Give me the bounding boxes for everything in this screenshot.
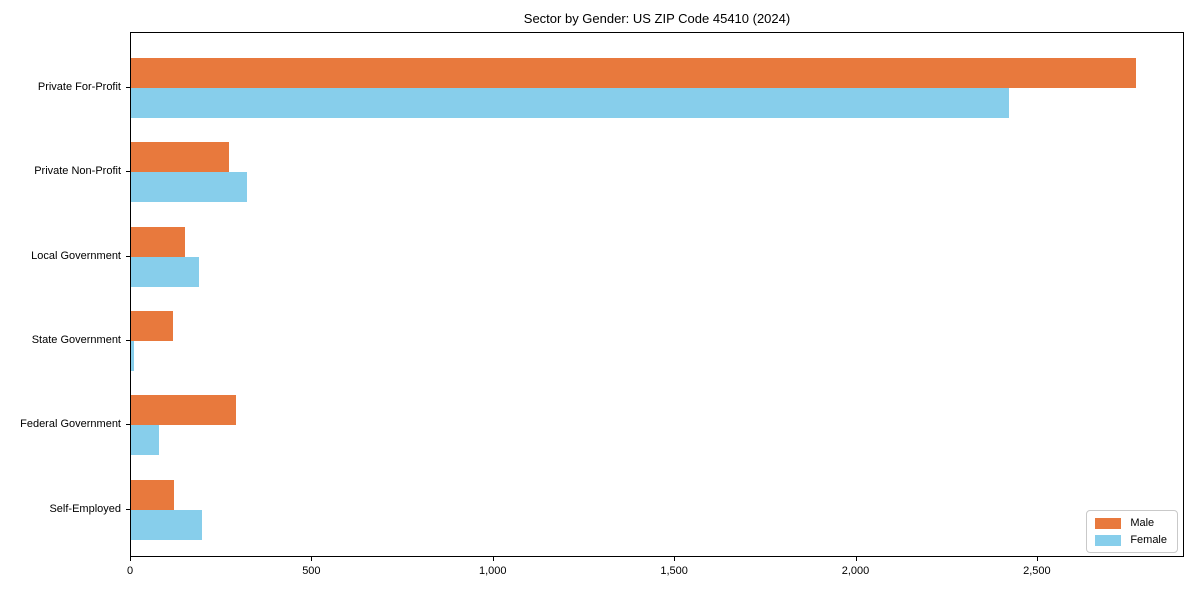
legend-swatch-male (1095, 517, 1122, 529)
x-tick-label-1000: 1,000 (478, 565, 507, 577)
bar-male-state-government (131, 310, 173, 341)
legend-label-male: Male (1130, 517, 1155, 529)
legend-entry-male: Male (1095, 517, 1167, 529)
chart-title: Sector by Gender: US ZIP Code 45410 (202… (523, 11, 791, 26)
y-tick-state-government (126, 339, 130, 341)
bar-male-federal-government (131, 395, 237, 426)
legend-swatch-female (1095, 534, 1122, 546)
legend-label-female: Female (1130, 534, 1167, 546)
y-tick-label-private-for-profit: Private For-Profit (37, 81, 121, 93)
x-tick-0 (130, 557, 131, 561)
bar-female-self-employed (131, 509, 202, 540)
bar-female-state-government (131, 340, 134, 371)
x-tick-1000 (492, 557, 494, 561)
y-tick-label-private-non-profit: Private Non-Profit (34, 165, 121, 178)
bar-female-local-government (131, 256, 200, 287)
x-tick-500 (311, 557, 313, 561)
x-tick-1500 (674, 557, 676, 561)
bar-female-private-non-profit (131, 172, 248, 203)
x-tick-2500 (1036, 557, 1038, 561)
x-axis: 0 500 1,000 1,500 2,000 2,500 (127, 557, 1184, 597)
x-tick-label-500: 500 (302, 565, 321, 577)
x-tick-label-2000: 2,000 (841, 565, 870, 577)
x-tick-label-0: 0 (126, 565, 134, 577)
bar-female-private-for-profit (131, 88, 1009, 118)
bar-male-private-non-profit (131, 142, 229, 173)
y-axis: Private For-Profit Private Non-Profit Loca… (0, 32, 130, 557)
bar-male-private-for-profit (131, 58, 1136, 88)
x-tick-2000 (855, 557, 857, 561)
x-tick-label-1500: 1,500 (660, 565, 688, 577)
bar-male-self-employed (131, 479, 175, 510)
y-tick-label-self-employed: Self-Employed (49, 502, 121, 515)
x-tick-label-2500: 2,500 (1023, 565, 1051, 577)
y-tick-self-employed (126, 508, 130, 510)
y-tick-label-state-government: State Government (31, 333, 121, 346)
y-tick-local-government (126, 255, 130, 257)
y-tick-private-non-profit (126, 171, 130, 173)
y-tick-label-local-government: Local Government (31, 249, 121, 262)
y-tick-private-for-profit (126, 87, 130, 88)
plot-area: Male Female (130, 32, 1184, 557)
legend: Male Female (1086, 510, 1178, 553)
bar-male-local-government (131, 226, 186, 257)
legend-entry-female: Female (1095, 534, 1167, 546)
y-tick-federal-government (126, 424, 130, 426)
y-tick-label-federal-government: Federal Government (20, 418, 121, 431)
bar-female-federal-government (131, 425, 159, 456)
